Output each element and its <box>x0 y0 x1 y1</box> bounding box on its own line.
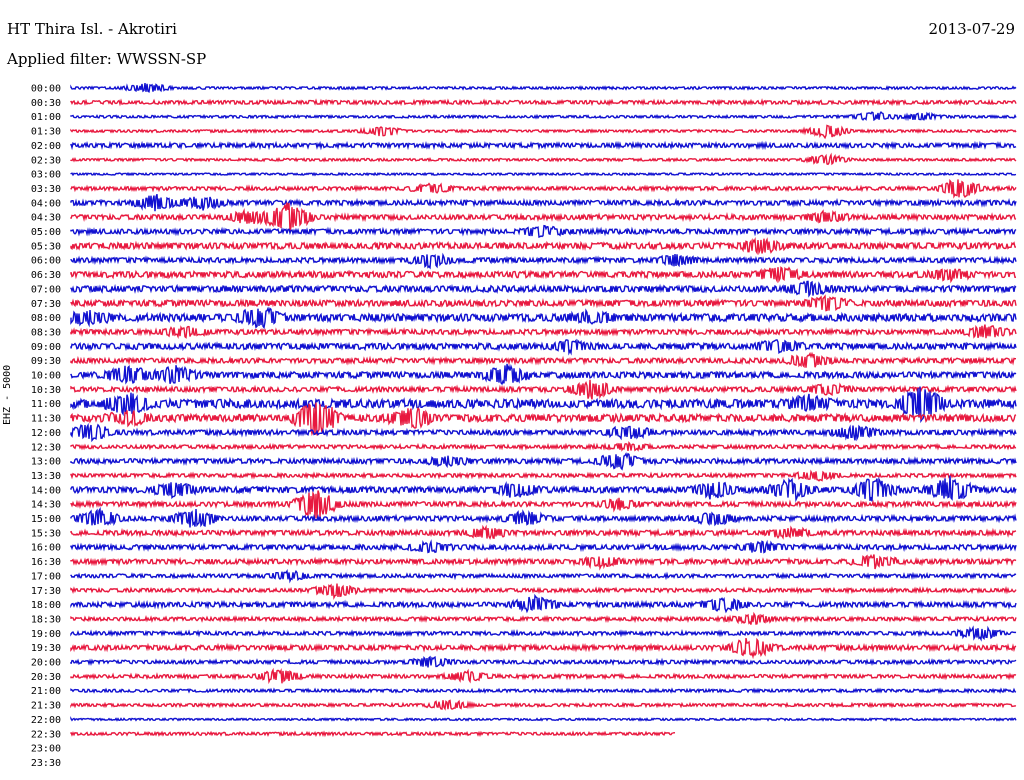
time-label: 06:30 <box>31 270 61 281</box>
trace-line-0900 <box>70 338 1017 356</box>
time-label: 13:00 <box>31 457 61 468</box>
trace-line-1930 <box>70 637 1017 660</box>
trace-line-0330 <box>70 178 1017 199</box>
time-label: 11:00 <box>31 399 61 410</box>
time-label: 00:30 <box>31 98 61 109</box>
trace-line-2130 <box>70 699 1017 711</box>
time-label: 06:00 <box>31 256 61 267</box>
trace-line-1030 <box>70 379 1017 400</box>
trace-line-0430 <box>70 202 1017 232</box>
trace-line-1230 <box>70 441 1017 452</box>
time-label: 09:30 <box>31 356 61 367</box>
time-label: 07:30 <box>31 299 61 310</box>
trace-line-1330 <box>70 469 1017 482</box>
trace-line-1000 <box>70 363 1017 386</box>
time-label: 22:30 <box>31 729 61 740</box>
time-label: 02:00 <box>31 141 61 152</box>
trace-line-0230 <box>70 152 1017 166</box>
time-label: 16:00 <box>31 543 61 554</box>
time-label: 23:00 <box>31 744 61 755</box>
trace-line-0130 <box>70 124 1017 140</box>
time-label: 10:00 <box>31 371 61 382</box>
time-label: 07:00 <box>31 284 61 295</box>
time-label: 12:00 <box>31 428 61 439</box>
time-label: 18:00 <box>31 600 61 611</box>
time-label: 21:00 <box>31 686 61 697</box>
time-label: 08:30 <box>31 327 61 338</box>
trace-line-0100 <box>70 111 1017 122</box>
time-label: 16:30 <box>31 557 61 568</box>
time-label: 23:30 <box>31 758 61 769</box>
trace-line-2030 <box>70 667 1017 685</box>
time-label: 19:00 <box>31 629 61 640</box>
time-label: 21:30 <box>31 701 61 712</box>
trace-line-1830 <box>70 611 1017 625</box>
time-label: 01:00 <box>31 112 61 123</box>
trace-line-2200 <box>70 716 1017 722</box>
time-label: 15:00 <box>31 514 61 525</box>
trace-line-0200 <box>70 140 1017 151</box>
trace-line-1900 <box>70 625 1017 642</box>
trace-line-1730 <box>70 583 1017 600</box>
trace-line-2100 <box>70 687 1017 695</box>
time-label: 17:00 <box>31 571 61 582</box>
trace-line-1400 <box>70 475 1017 503</box>
trace-line-1800 <box>70 593 1017 614</box>
trace-line-1700 <box>70 568 1017 584</box>
trace-line-0300 <box>70 171 1017 177</box>
time-label: 13:30 <box>31 471 61 482</box>
time-label: 14:00 <box>31 485 61 496</box>
trace-line-2000 <box>70 655 1017 668</box>
trace-line-0630 <box>70 266 1017 284</box>
trace-line-1130 <box>70 402 1017 437</box>
time-label: 14:30 <box>31 500 61 511</box>
time-label: 18:30 <box>31 614 61 625</box>
trace-line-0030 <box>70 98 1017 107</box>
trace-line-0400 <box>70 193 1017 212</box>
trace-line-0530 <box>70 236 1016 256</box>
time-label: 08:00 <box>31 313 61 324</box>
date-label: 2013-07-29 <box>928 20 1015 38</box>
filter-label: Applied filter: WWSSN-SP <box>7 50 207 68</box>
trace-line-0700 <box>70 280 1017 298</box>
time-label: 10:30 <box>31 385 61 396</box>
trace-line-0600 <box>70 252 1017 270</box>
trace-line-2230 <box>70 730 676 738</box>
time-label: 15:30 <box>31 528 61 539</box>
trace-line-1100 <box>70 386 1017 424</box>
trace-line-1500 <box>70 506 1017 528</box>
time-label: 19:30 <box>31 643 61 654</box>
time-label: 04:00 <box>31 198 61 209</box>
time-label: 02:30 <box>31 155 61 166</box>
time-label: 05:00 <box>31 227 61 238</box>
trace-line-0000 <box>70 83 1017 93</box>
time-label: 00:00 <box>31 84 61 95</box>
trace-line-1530 <box>70 524 1017 540</box>
time-label: 05:30 <box>31 241 61 252</box>
time-label: 17:30 <box>31 586 61 597</box>
trace-line-0500 <box>70 224 1017 238</box>
time-label: 01:30 <box>31 127 61 138</box>
trace-line-0730 <box>70 294 1017 312</box>
trace-line-1600 <box>70 539 1017 554</box>
time-label: 20:30 <box>31 672 61 683</box>
time-label: 04:30 <box>31 213 61 224</box>
trace-line-0930 <box>70 351 1016 369</box>
trace-line-0830 <box>70 324 1017 340</box>
station-title: HT Thira Isl. - Akrotiri <box>7 20 177 38</box>
trace-line-1300 <box>70 452 1017 471</box>
trace-line-0800 <box>70 306 1017 330</box>
time-label: 20:00 <box>31 658 61 669</box>
time-label: 03:30 <box>31 184 61 195</box>
time-label: 09:00 <box>31 342 61 353</box>
time-label: 12:30 <box>31 442 61 453</box>
time-label: 03:00 <box>31 170 61 181</box>
trace-line-1430 <box>70 490 1017 519</box>
time-label: 11:30 <box>31 414 61 425</box>
time-label: 22:00 <box>31 715 61 726</box>
trace-line-1200 <box>70 422 1017 443</box>
trace-line-1630 <box>70 553 1017 571</box>
